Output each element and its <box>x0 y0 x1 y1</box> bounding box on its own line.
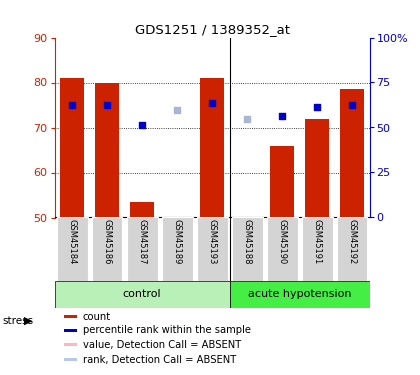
Bar <box>64 344 77 346</box>
Bar <box>130 202 155 217</box>
Bar <box>64 358 77 361</box>
Text: GSM45187: GSM45187 <box>138 219 147 265</box>
Text: rank, Detection Call = ABSENT: rank, Detection Call = ABSENT <box>83 355 236 365</box>
Text: ▶: ▶ <box>24 316 33 326</box>
Text: percentile rank within the sample: percentile rank within the sample <box>83 325 251 335</box>
Bar <box>64 315 77 318</box>
Text: GSM45191: GSM45191 <box>312 219 322 265</box>
Bar <box>57 217 87 280</box>
Bar <box>95 82 119 218</box>
Text: GSM45190: GSM45190 <box>278 219 286 265</box>
Point <box>139 122 145 128</box>
Bar <box>55 280 230 308</box>
Title: GDS1251 / 1389352_at: GDS1251 / 1389352_at <box>134 23 290 36</box>
Point <box>174 106 181 112</box>
Point <box>209 100 215 106</box>
Point <box>279 113 286 119</box>
Text: GSM45188: GSM45188 <box>243 219 252 265</box>
Text: value, Detection Call = ABSENT: value, Detection Call = ABSENT <box>83 340 241 350</box>
Point <box>349 102 355 108</box>
Bar <box>305 118 329 218</box>
Text: GSM45186: GSM45186 <box>102 219 112 265</box>
Bar <box>232 217 262 280</box>
Bar <box>92 217 123 280</box>
Bar <box>200 78 224 218</box>
Text: GSM45184: GSM45184 <box>68 219 76 265</box>
Text: stress: stress <box>2 316 33 326</box>
Text: acute hypotension: acute hypotension <box>248 289 352 299</box>
Bar <box>267 217 297 280</box>
Bar <box>197 217 228 280</box>
Bar <box>127 217 158 280</box>
Text: control: control <box>123 289 161 299</box>
Text: GSM45192: GSM45192 <box>348 219 357 265</box>
Point <box>104 102 110 108</box>
Bar <box>64 329 77 332</box>
Bar <box>270 146 294 218</box>
Bar <box>302 217 333 280</box>
Bar <box>60 78 84 218</box>
Point <box>244 116 250 122</box>
Bar <box>230 280 370 308</box>
Text: GSM45193: GSM45193 <box>207 219 217 265</box>
Point <box>69 102 76 108</box>
Bar <box>340 89 365 218</box>
Point <box>314 104 320 110</box>
Text: GSM45189: GSM45189 <box>173 219 181 265</box>
Bar <box>162 217 192 280</box>
Bar <box>337 217 368 280</box>
Text: count: count <box>83 312 111 321</box>
